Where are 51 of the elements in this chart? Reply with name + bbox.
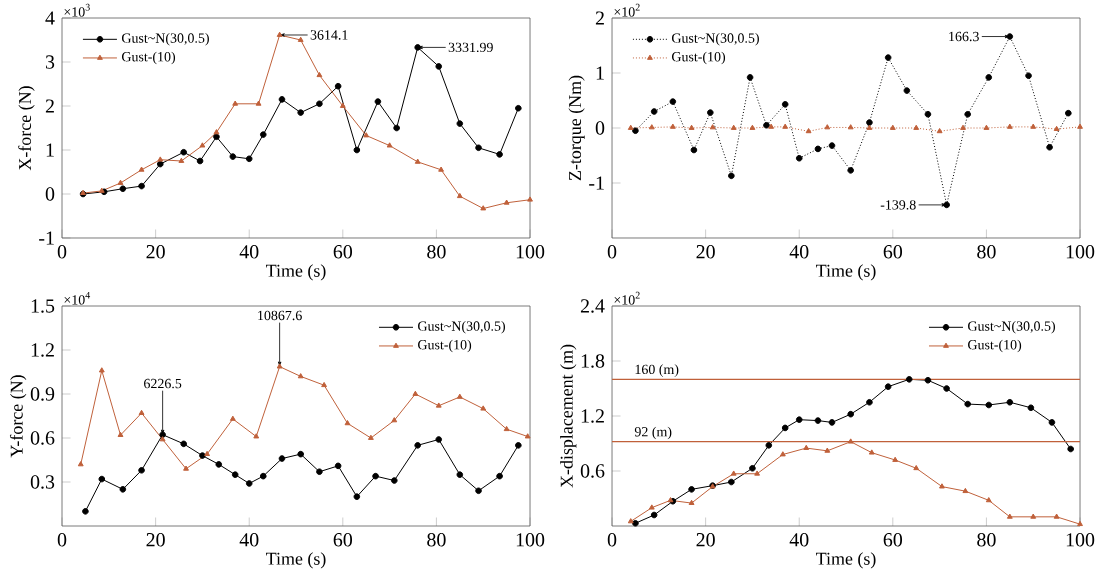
x-tick-label: 60 [883,245,903,259]
x-tick-label: 100 [516,245,545,259]
y-tick-label: 2.4 [580,299,605,313]
y-tick-label: 1.8 [581,354,605,368]
x-axis-title: Time (s) [816,264,876,281]
x-tick-label: 40 [789,245,809,259]
x-tick-label: 100 [1066,533,1095,547]
y-tick-label: 1.2 [581,409,604,423]
x-tick-label: 60 [333,533,353,547]
x-tick-label: 20 [696,533,715,547]
x-tick-label: 40 [789,533,809,547]
y-tick-label: 0.6 [30,431,55,445]
x-tick-label: 60 [333,245,353,259]
y-axis-title: X-displacement (m) [560,344,577,488]
x-tick-label: 80 [427,533,446,547]
x-tick-label: 20 [146,245,165,259]
y-axis-title: Z-torque (Nm) [568,75,585,181]
y-tick-label: 2 [595,11,604,25]
y-tick-label: 1 [596,66,604,80]
y-tick-label: 0.9 [30,387,55,401]
x-tick-label: 40 [239,533,259,547]
y-tick-label: 1 [46,143,54,157]
x-axis-title: Time (s) [816,552,876,569]
y-tick-label: 4 [45,11,55,25]
x-tick-label: 0 [607,245,617,259]
x-axis-title: Time (s) [266,552,326,569]
x-tick-label: 20 [696,245,715,259]
y-tick-label: 3 [45,55,55,69]
x-tick-label: 0 [57,245,67,259]
x-tick-label: 100 [1066,245,1095,259]
y-tick-label: -1 [39,231,54,245]
x-tick-label: 40 [239,245,259,259]
y-tick-label: 1.2 [31,343,54,357]
x-tick-label: 80 [977,533,996,547]
y-tick-label: 2 [45,99,54,113]
y-tick-label: 1.5 [31,299,55,313]
y-tick-label: -1 [589,176,604,190]
x-tick-label: 20 [146,533,165,547]
x-tick-label: 60 [883,533,903,547]
y-tick-label: 0 [595,121,605,135]
y-axis-title: X-force (N) [18,86,35,171]
y-tick-label: 0.3 [30,475,55,489]
x-tick-label: 0 [607,533,617,547]
y-axis-title: Y-force (N) [9,375,27,458]
x-axis-title: Time (s) [266,264,326,281]
x-tick-label: 0 [57,533,67,547]
y-tick-label: 0.6 [580,464,605,478]
x-tick-label: 80 [977,245,996,259]
y-tick-label: 0 [45,187,55,201]
x-tick-label: 80 [427,245,446,259]
x-tick-label: 100 [516,533,545,547]
